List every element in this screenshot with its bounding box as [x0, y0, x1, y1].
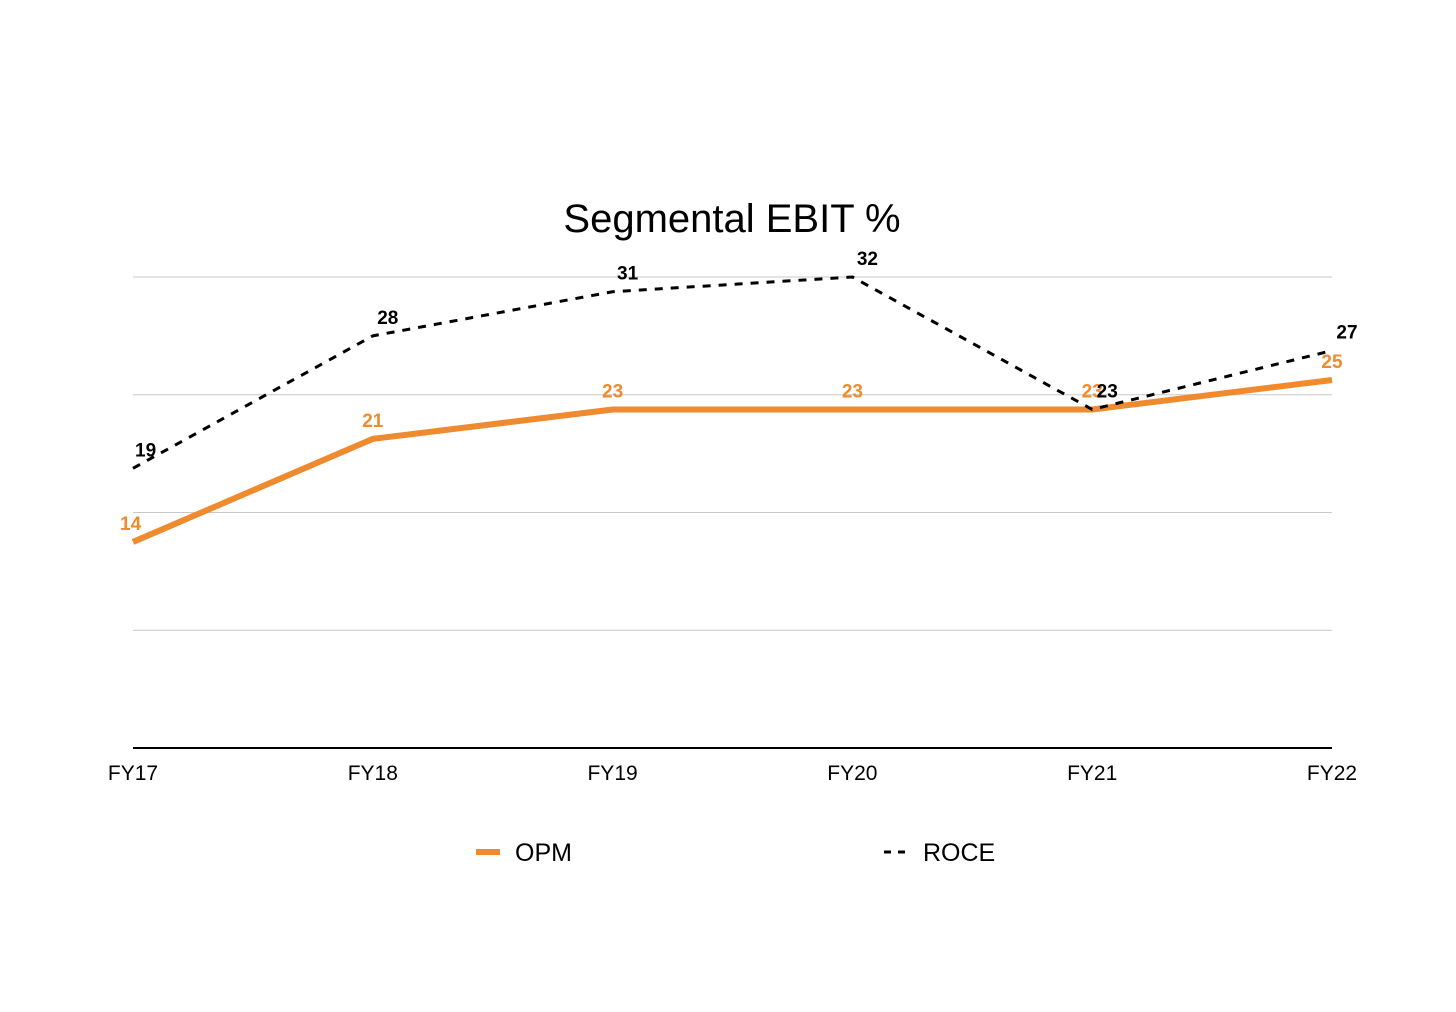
data-label-opm: 14: [120, 514, 142, 535]
data-label-opm: 23: [602, 381, 623, 402]
data-label-opm: 21: [362, 411, 384, 432]
data-label-roce: 23: [1097, 381, 1118, 402]
series-line-roce: [132, 275, 1333, 470]
x-tick-label: FY21: [1067, 762, 1117, 785]
data-label-opm: 23: [1082, 381, 1103, 402]
legend-label-roce: ROCE: [923, 839, 995, 867]
data-label-opm: 23: [842, 381, 863, 402]
x-tick-label: FY22: [1307, 762, 1357, 785]
chart-title: Segmental EBIT %: [563, 197, 900, 241]
series-lines: [131, 275, 1333, 545]
x-axis: FY17 FY18 FY19 FY20 FY21 FY22: [108, 747, 1357, 785]
legend: OPM ROCE: [476, 839, 995, 867]
series-line-opm: [131, 377, 1333, 545]
x-tick-label: FY19: [587, 762, 637, 785]
data-label-roce: 31: [617, 264, 639, 285]
x-tick-label: FY20: [827, 762, 877, 785]
data-label-roce: 28: [377, 308, 398, 329]
data-label-roce: 19: [135, 440, 156, 461]
data-label-roce: 27: [1336, 323, 1357, 344]
gridlines: [133, 276, 1332, 631]
x-tick-label: FY17: [108, 762, 158, 785]
x-tick-label: FY18: [348, 762, 398, 785]
data-label-opm: 25: [1321, 352, 1343, 373]
legend-label-opm: OPM: [515, 839, 572, 867]
data-label-roce: 32: [857, 249, 878, 270]
